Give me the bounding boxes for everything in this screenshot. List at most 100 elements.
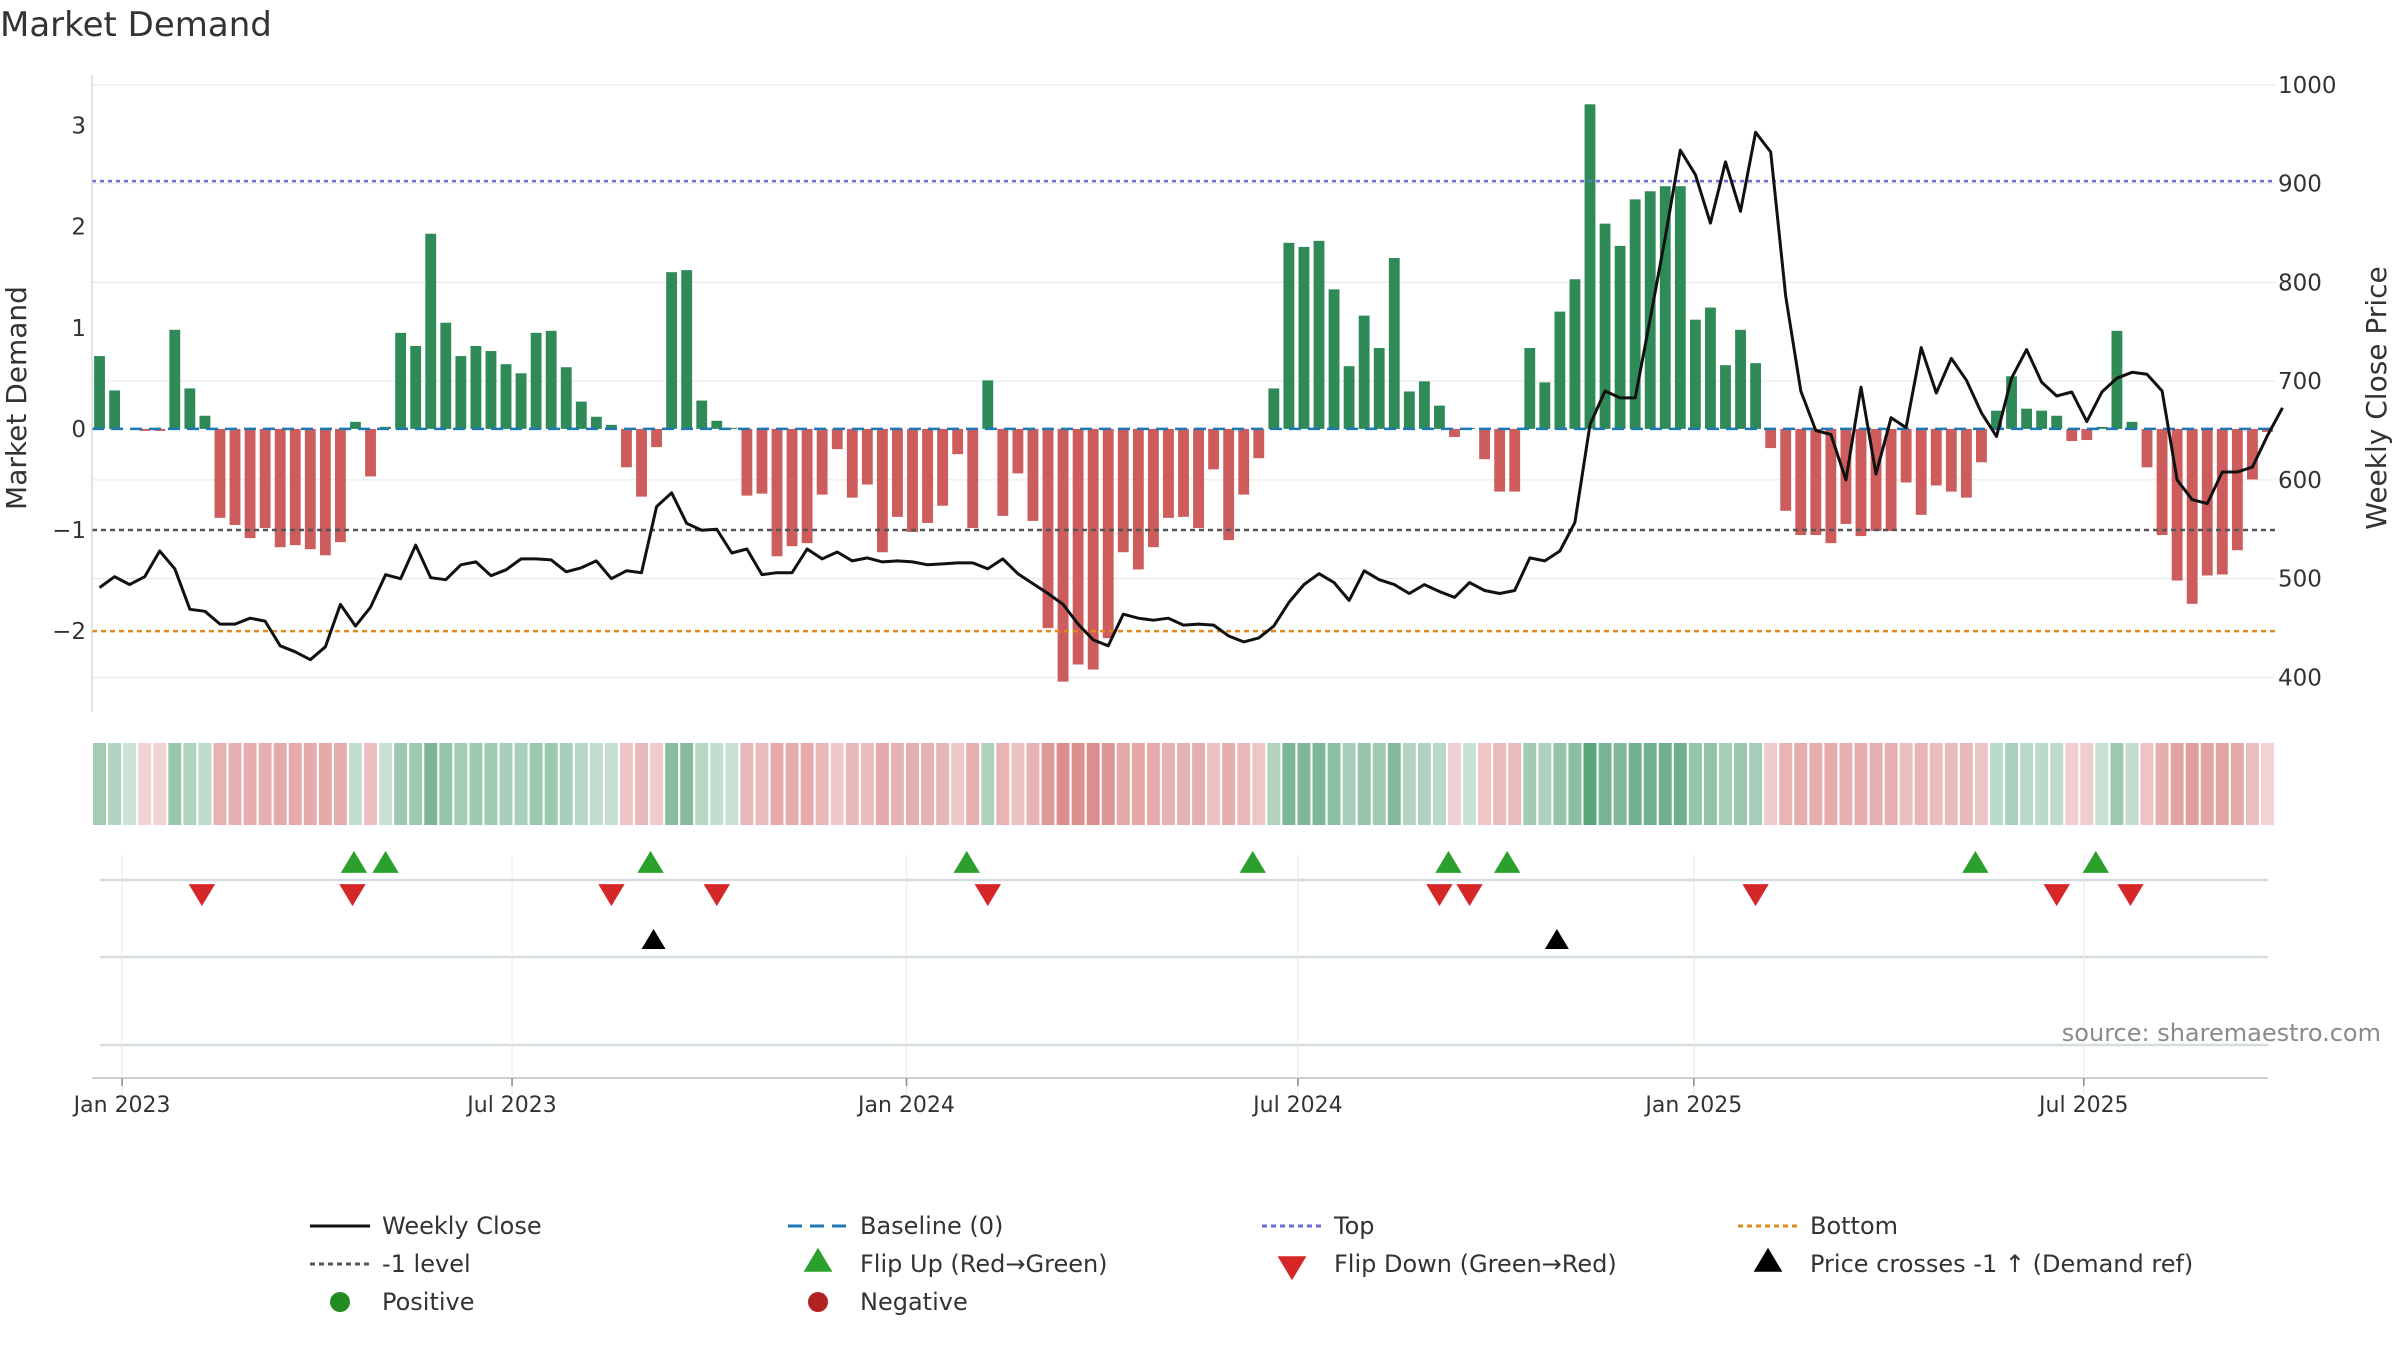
flip-down-marker — [2043, 884, 2070, 907]
strip-cell — [1116, 743, 1130, 825]
negative-bar — [1163, 428, 1174, 518]
negative-bar — [801, 428, 813, 544]
negative-bar — [2156, 428, 2168, 536]
date-axis: Jan 2023 Jul 2023 Jan 2024 Jul 2024 Jan 2025… — [72, 1078, 2129, 1118]
positive-bar — [982, 380, 994, 429]
strip-cell — [2035, 743, 2049, 825]
weekly-close-line — [98, 130, 2284, 662]
negative-bar — [1765, 428, 1777, 449]
strip-cell — [1764, 743, 1778, 825]
negative-bar — [1900, 428, 1912, 483]
negative-bar — [756, 428, 768, 494]
strip-cell — [785, 743, 799, 825]
positive-bar — [1569, 279, 1581, 429]
y2-tick-label: 900 — [2278, 172, 2322, 198]
strip-cell — [650, 743, 664, 825]
negative-bar — [922, 428, 933, 523]
strip-cell — [484, 743, 498, 825]
positive-bar — [1524, 348, 1536, 429]
y-tick-label: 3 — [71, 114, 86, 140]
strip-cell — [921, 743, 935, 825]
strip-cell — [138, 743, 152, 825]
y-tick-label: −2 — [52, 619, 86, 645]
strip-cell — [665, 743, 679, 825]
strip-cell — [469, 743, 483, 825]
positive-bar — [726, 427, 738, 429]
y2-tick-label: 700 — [2278, 369, 2322, 395]
strip-cell — [2095, 743, 2109, 825]
strip-cell — [755, 743, 769, 825]
y-tick-label: 1 — [71, 316, 86, 342]
positive-bar — [515, 373, 527, 429]
strip-cell — [1402, 743, 1416, 825]
negative-bar — [274, 428, 286, 548]
positive-bar — [1584, 104, 1596, 429]
negative-bar — [1494, 428, 1506, 492]
price-cross-marker — [1544, 929, 1569, 949]
strip-cell — [936, 743, 950, 825]
negative-bar — [907, 428, 918, 533]
negative-bar — [1976, 428, 1987, 463]
positive-bar — [1418, 381, 1430, 429]
strip-cell — [695, 743, 709, 825]
positive-bar — [696, 400, 708, 429]
strip-cell — [2110, 743, 2124, 825]
price-cross-marker — [641, 929, 666, 949]
positive-bar — [1539, 382, 1551, 429]
negative-bar — [1178, 428, 1189, 517]
negative-bar — [816, 428, 828, 495]
strip-cell — [409, 743, 423, 825]
positive-bar — [1343, 366, 1355, 429]
strip-cell — [740, 743, 754, 825]
strip-cell — [529, 743, 543, 825]
strip-cell — [589, 743, 603, 825]
positive-bar — [681, 270, 693, 429]
legend-label: -1 level — [382, 1250, 471, 1278]
negative-bar — [1885, 428, 1897, 532]
strip-cell — [815, 743, 829, 825]
negative-bar — [1930, 428, 1942, 486]
positive-bar — [440, 322, 452, 429]
strip-cell — [574, 743, 588, 825]
legend-label: Top — [1333, 1212, 1375, 1240]
positive-bar — [1735, 329, 1746, 429]
strip-cell — [1703, 743, 1717, 825]
strip-cell — [1643, 743, 1657, 825]
negative-bar — [997, 428, 1009, 516]
flip-up-marker — [953, 850, 980, 873]
negative-bar — [2081, 428, 2093, 441]
positive-bar — [94, 356, 105, 429]
chart-title: Market Demand — [0, 5, 272, 45]
positive-bar — [1268, 388, 1280, 429]
positive-bar — [1720, 365, 1731, 429]
strip-cell — [1342, 743, 1356, 825]
date-tick-label: Jan 2024 — [856, 1093, 955, 1118]
negative-bar — [365, 428, 376, 477]
strip-cell — [1146, 743, 1160, 825]
negative-bar — [1208, 428, 1220, 470]
positive-bar — [2096, 426, 2108, 429]
negative-bar — [1915, 428, 1927, 515]
positive-bar — [1283, 242, 1295, 429]
strip-cell — [1523, 743, 1537, 825]
flip-down-marker — [598, 884, 625, 907]
strip-cell — [1839, 743, 1853, 825]
strip-cell — [2230, 743, 2244, 825]
flip-down-marker — [703, 884, 730, 907]
strip-cell — [966, 743, 980, 825]
strip-cell — [364, 743, 377, 825]
positive-bar — [184, 388, 196, 429]
legend-item: Top — [1262, 1212, 1375, 1240]
strip-cell — [168, 743, 182, 825]
negative-bar — [1960, 428, 1972, 498]
strip-cell — [710, 743, 724, 825]
strip-cell — [499, 743, 513, 825]
positive-bar — [485, 351, 497, 429]
positive-bar — [1403, 391, 1415, 429]
negative-bar — [2141, 428, 2153, 468]
strip-cell — [1974, 743, 1988, 825]
positive-bar — [2126, 421, 2138, 429]
positive-bar — [590, 416, 602, 429]
strip-cell — [1899, 743, 1913, 825]
strip-cell — [906, 743, 919, 825]
